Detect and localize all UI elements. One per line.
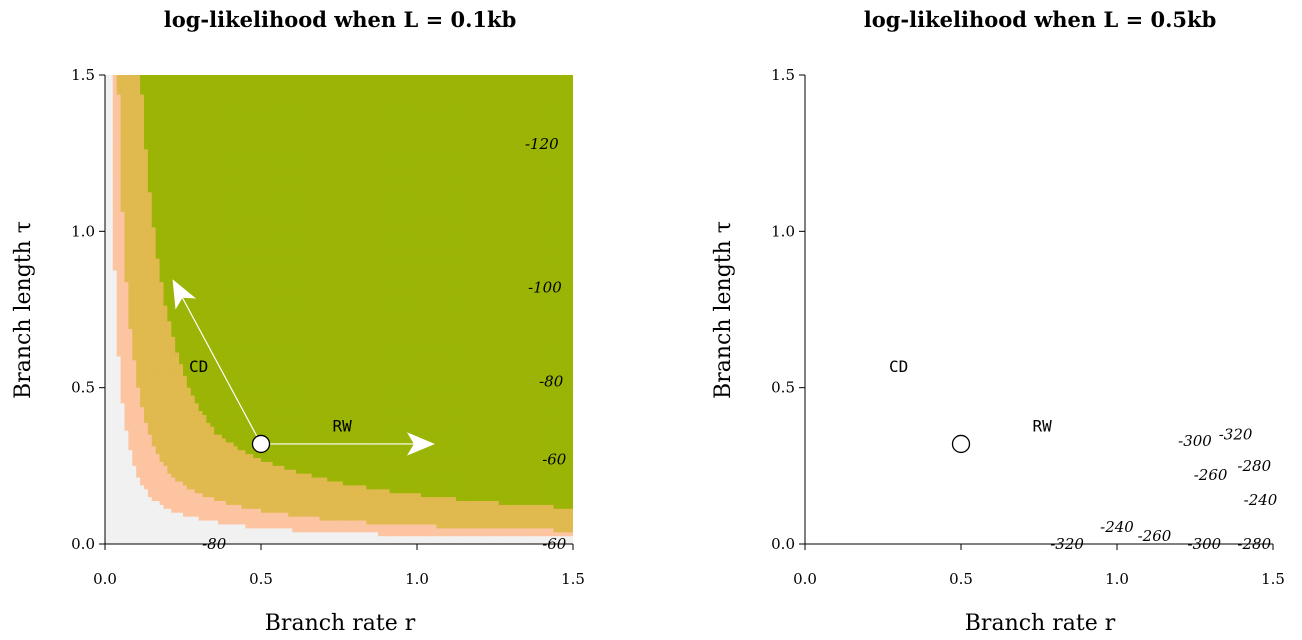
contour-label: -300 [1188,535,1222,553]
y-tick-label: 0.0 [771,535,795,553]
contour-bands [805,75,1273,544]
current-point-marker [951,434,971,454]
contour-label: -60 [542,451,567,469]
x-tick-label: 1.0 [405,570,429,588]
annotation-arrow-cd [172,279,262,445]
y-tick-label: 0.5 [771,379,795,397]
annotation-arrow-cd [872,279,962,445]
y-tick-label: 1.0 [71,222,95,240]
contour-label: -240 [1100,518,1134,536]
x-tick-label: 1.5 [1261,570,1285,588]
annotation-label-rw: RW [1032,416,1052,435]
x-axis-label: Branch rate r [265,611,416,636]
contour-label: -240 [1244,491,1278,509]
current-point-marker [251,434,271,454]
contour-label: -300 [1178,432,1212,450]
contour-label: -100 [528,279,562,297]
y-tick-label: 0.0 [71,535,95,553]
x-tick-label: 1.5 [561,570,585,588]
annotation-label-rw: RW [332,416,352,435]
x-tick-label: 0.0 [793,570,817,588]
annotation-label-cd: CD [889,357,908,376]
y-axis-label: Branch length τ [11,221,36,399]
right-contour-chart: log-likelihood when L = 0.5kb Branch rat… [711,7,1285,636]
contour-label: -320 [1050,535,1084,553]
contour-label: -320 [1219,426,1253,444]
y-tick-label: 0.5 [71,379,95,397]
annotation-label-cd: CD [189,357,208,376]
contour-label: -80 [539,372,564,390]
contour-bands [105,75,573,544]
y-tick-label: 1.5 [771,66,795,84]
left-contour-chart: log-likelihood when L = 0.1kb Branch rat… [11,7,585,636]
contour-label: -80 [202,535,227,553]
contour-label: -60 [542,535,567,553]
left-contour-panel: log-likelihood when L = 0.1kb Branch rat… [11,7,585,636]
y-tick-label: 1.5 [71,66,95,84]
x-tick-label: 1.0 [1105,570,1129,588]
contour-label: -260 [1194,466,1228,484]
y-axis-label: Branch length τ [711,221,736,399]
contour-label: -280 [1237,457,1271,475]
contour-label: -280 [1237,535,1271,553]
chart-title: log-likelihood when L = 0.1kb [164,7,517,32]
y-tick-label: 1.0 [771,222,795,240]
right-contour-panel: log-likelihood when L = 0.5kb Branch rat… [700,0,1302,640]
x-axis-label: Branch rate r [965,611,1116,636]
x-tick-label: 0.5 [249,570,273,588]
contour-label: -260 [1138,527,1172,545]
contour-label: -120 [525,135,559,153]
x-tick-label: 0.5 [949,570,973,588]
chart-title: log-likelihood when L = 0.5kb [864,7,1217,32]
x-tick-label: 0.0 [93,570,117,588]
